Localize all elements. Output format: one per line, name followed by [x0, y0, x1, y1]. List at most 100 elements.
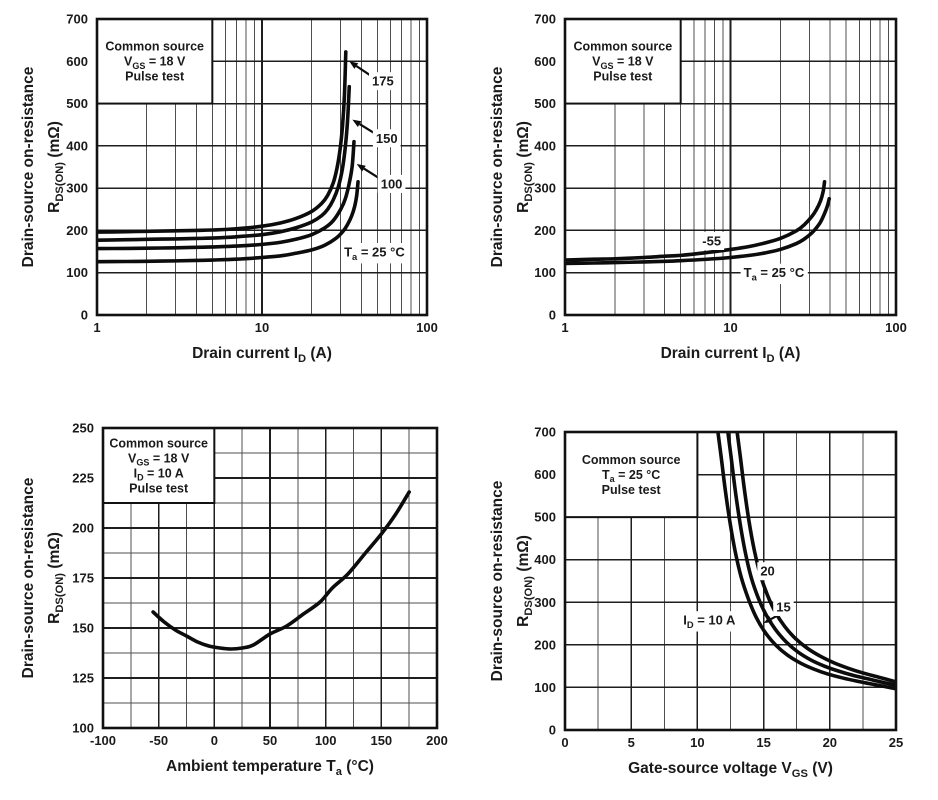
x-axis-tick-labels: 0 5 10 15 20 25: [561, 735, 903, 750]
curve-25: [565, 196, 832, 266]
annotation-arrow-line: [355, 65, 372, 78]
plot-curves: [565, 180, 832, 266]
y-tick-label: 300: [534, 181, 556, 196]
y-tick-label: 400: [66, 138, 88, 153]
y-axis-tick-labels: 0 100 200 300 400 500 600 700: [534, 425, 556, 738]
annotation: Ta = 25 °C: [341, 242, 409, 264]
x-axis-tick-labels: -100 -50 0 50 100 150 200: [90, 733, 448, 748]
y-tick-label: 100: [66, 265, 88, 280]
x-tick-label: 100: [885, 320, 907, 335]
annotation-label-backing: [699, 232, 725, 250]
plot-border: [95, 17, 429, 317]
x-tick-label: 15: [756, 735, 770, 750]
x-tick-label: -100: [90, 733, 116, 748]
y-axis-title-line2: RDS(ON) (mΩ): [515, 121, 535, 213]
x-tick-label: 150: [370, 733, 392, 748]
y-tick-label: 150: [72, 621, 94, 636]
annotation: 15: [763, 597, 794, 624]
inset-text-line: VGS = 18 V: [128, 451, 190, 467]
y-tick-label: 100: [534, 265, 556, 280]
inset-box-frame: [102, 427, 216, 504]
y-axis-tick-labels: 0 100 200 300 400 500 600 700: [534, 12, 556, 323]
annotation: 20: [757, 562, 778, 581]
y-tick-label: 700: [534, 425, 556, 440]
curve-rdson-vs-ambient-temperature: [151, 490, 411, 651]
y-axis-title-line2: RDS(ON) (mΩ): [46, 121, 66, 213]
annotation-label: -55: [702, 234, 721, 249]
chart-rdson-vs-ambient-temperature: Common source VGS = 18 V ID = 10 A Pulse te…: [0, 400, 469, 800]
y-tick-label: 500: [66, 96, 88, 111]
annotation: ID = 10 A: [680, 611, 740, 632]
y-axis-title-line2: RDS(ON) (mΩ): [46, 532, 66, 624]
plot-border: [563, 17, 898, 317]
y-tick-label: 100: [72, 721, 94, 736]
inset-text-line: Pulse test: [125, 70, 185, 84]
inset-text-line: VGS = 18 V: [124, 55, 186, 71]
y-axis-tick-labels: 0 100 200 300 400 500 600 700: [66, 12, 88, 323]
x-axis-tick-labels: 1 10 100: [561, 320, 906, 335]
inset-text-line: Ta = 25 °C: [602, 468, 660, 484]
x-tick-label: 10: [690, 735, 704, 750]
curve-20: [735, 432, 896, 684]
inset-text-line: ID = 10 A: [134, 466, 184, 482]
chart-rdson-vs-drain-current-low-temp: Common source VGS = 18 V Pulse test -55 Ta =…: [469, 0, 938, 400]
curve-25: [97, 180, 360, 264]
x-axis-title: Drain current ID (A): [661, 345, 801, 365]
inset-text-line: VGS = 18 V: [592, 55, 654, 71]
plot-curves: [716, 432, 896, 691]
y-axis-title-line1: Drain-source on-resistance: [20, 477, 37, 678]
annotation-label: 20: [760, 564, 774, 579]
annotation: 150: [352, 119, 401, 148]
inset-text-line: Common source: [105, 40, 204, 54]
curve-10: [716, 432, 896, 691]
x-axis-title: Gate-source voltage VGS (V): [628, 760, 833, 780]
inset-text-line: Pulse test: [129, 481, 189, 495]
curve-15: [726, 432, 896, 688]
annotation-arrowhead: [349, 61, 359, 69]
annotation-label-backing: [341, 242, 409, 264]
y-tick-label: 175: [72, 571, 94, 586]
x-tick-label: 0: [211, 733, 218, 748]
y-axis-title-line1: Drain-source on-resistance: [489, 480, 506, 681]
inset-text-line: Common source: [574, 40, 673, 54]
y-tick-label: 300: [534, 595, 556, 610]
y-tick-label: 200: [534, 223, 556, 238]
inset-text-line: Pulse test: [593, 70, 653, 84]
y-tick-label: 250: [72, 421, 94, 436]
y-tick-label: 0: [81, 308, 88, 323]
x-tick-label: 100: [315, 733, 337, 748]
x-tick-label: -50: [149, 733, 168, 748]
x-axis-title: Drain current ID (A): [192, 345, 332, 365]
inset-box-frame: [564, 431, 699, 519]
y-tick-label: 200: [66, 223, 88, 238]
chart-rdson-vs-drain-current-high-temp: Common source VGS = 18 V Pulse test 175 150 1…: [0, 0, 469, 400]
annotation-label: Ta = 25 °C: [344, 244, 405, 261]
y-tick-label: 600: [66, 54, 88, 69]
y-tick-label: 400: [534, 552, 556, 567]
y-axis-title-line1: Drain-source on-resistance: [489, 66, 506, 267]
curve--55: [565, 180, 827, 262]
x-tick-label: 10: [723, 320, 737, 335]
x-tick-label: 50: [263, 733, 277, 748]
plot-curves: [151, 490, 411, 651]
annotation-label: ID = 10 A: [683, 613, 736, 630]
y-tick-label: 400: [534, 138, 556, 153]
annotation-label-backing: [680, 611, 740, 632]
curve-100: [97, 139, 356, 251]
y-tick-label: 0: [549, 723, 556, 738]
annotation-label-backing: [740, 263, 808, 285]
inset-box-frame: [96, 18, 214, 105]
y-tick-label: 100: [534, 680, 556, 695]
y-tick-label: 0: [549, 308, 556, 323]
annotation-arrowhead: [763, 616, 773, 624]
x-tick-label: 100: [416, 320, 438, 335]
inset-text-line: Common source: [582, 453, 681, 467]
annotation-arrow-line: [770, 614, 778, 621]
curve-175: [97, 50, 348, 234]
annotation-label: 175: [372, 74, 394, 89]
